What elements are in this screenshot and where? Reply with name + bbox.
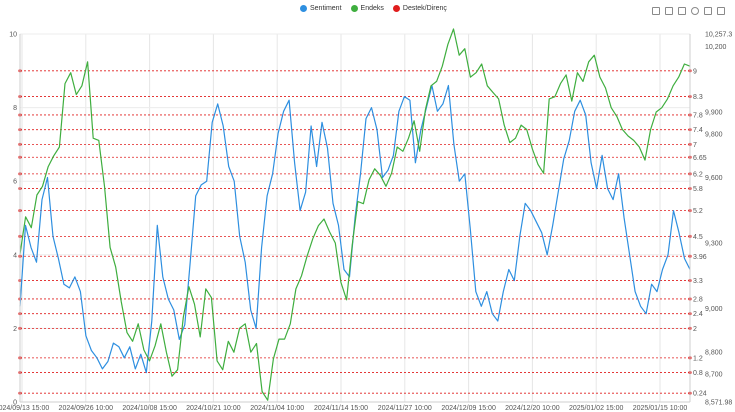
x-tick-label: 2024/11/14 15:00: [314, 405, 368, 412]
support-resistance-label: 7.8: [693, 112, 703, 119]
legend-label-endeks: Endeks: [360, 5, 384, 12]
x-tick-label: 2024/10/08 15:00: [122, 405, 177, 412]
legend-item-sentiment[interactable]: Sentiment: [300, 5, 342, 12]
support-resistance-label: 5.2: [693, 208, 703, 215]
series-line-endeks[interactable]: [19, 28, 691, 401]
y-left-tick-label: 10: [9, 32, 17, 39]
y-left-tick-label: 2: [13, 326, 17, 333]
y-left-tick-label: 8: [13, 105, 17, 112]
support-resistance-label: 6.2: [693, 171, 703, 178]
support-resistance-label: 0.24: [693, 391, 707, 398]
support-resistance-label: 7: [693, 142, 697, 149]
legend-dot-destek-direnc: [392, 5, 400, 12]
x-tick-label: 2024/11/27 10:00: [378, 405, 432, 412]
x-tick-label: 2024/11/04 10:00: [250, 405, 304, 412]
x-tick-label: 2025/01/15 10:00: [633, 405, 688, 412]
support-resistance-label: 0.8: [693, 370, 703, 377]
y-left-tick-label: 6: [13, 179, 17, 186]
y-left-tick-label: 4: [13, 252, 17, 259]
support-resistance-label: 2.8: [693, 296, 703, 303]
y-right-tick-label: 10,257.3: [705, 32, 732, 39]
support-resistance-label: 4.5: [693, 234, 703, 241]
support-resistance-label: 2: [693, 326, 697, 333]
support-resistance-label: 9: [693, 68, 697, 75]
axes: 2024/09/13 15:00 2024/09/26 10:00 2024/10/…: [0, 32, 732, 412]
chart-legend: Sentiment Endeks Destek/Direnç: [300, 5, 447, 12]
y-right-tick-label: 9,900: [705, 110, 723, 117]
support-resistance-label: 7.4: [693, 127, 703, 134]
x-tick-label: 2024/12/20 10:00: [505, 405, 560, 412]
support-resistance-label: 6.65: [693, 155, 707, 162]
legend-dot-sentiment: [300, 5, 307, 12]
support-resistance-label: 1.2: [693, 355, 703, 362]
support-resistance-lines: [18, 69, 692, 395]
zoom-reset-icon[interactable]: [665, 7, 673, 15]
y-right-tick-label: 9,800: [705, 131, 723, 138]
legend-item-endeks[interactable]: Endeks: [350, 5, 384, 12]
x-tick-label: 2024/12/09 15:00: [441, 405, 496, 412]
legend-label-destek-direnc: Destek/Direnç: [402, 5, 447, 12]
y-right-tick-label: 9,300: [705, 241, 723, 248]
support-resistance-label: 3.3: [693, 278, 703, 285]
support-resistance-label: 8.3: [693, 94, 703, 101]
save-image-icon[interactable]: [717, 7, 725, 15]
y-right-tick-label: 8,700: [705, 372, 723, 379]
y-right-tick-label: 9,000: [705, 306, 723, 313]
series-lines[interactable]: [19, 28, 691, 401]
legend-label-sentiment: Sentiment: [310, 5, 342, 12]
x-tick-label: 2024/09/26 10:00: [59, 405, 114, 412]
x-tick-label: 2024/10/21 10:00: [186, 405, 241, 412]
legend-dot-endeks: [350, 5, 358, 12]
support-resistance-label: 5.8: [693, 186, 703, 193]
y-right-tick-label: 8,800: [705, 350, 723, 357]
support-resistance-label: 3.96: [693, 254, 707, 261]
zoom-icon[interactable]: [652, 7, 660, 15]
x-tick-label: 2025/01/02 15:00: [569, 405, 624, 412]
y-right-tick-label: 10,200: [705, 44, 727, 51]
y-left-tick-label: 0: [13, 400, 17, 407]
refresh-icon[interactable]: [691, 7, 699, 15]
legend-item-destek-direnc[interactable]: Destek/Direnç: [392, 5, 447, 12]
series-line-sentiment[interactable]: [19, 84, 691, 374]
data-view-icon[interactable]: [704, 7, 712, 15]
chart-toolbox: [652, 7, 725, 15]
support-resistance-label: 2.4: [693, 311, 703, 318]
lasso-icon[interactable]: [678, 7, 686, 15]
y-right-tick-label: 9,600: [705, 175, 723, 182]
y-right-tick-label: 8,571.98: [705, 400, 732, 407]
x-tick-label: 2024/09/13 15:00: [0, 405, 49, 412]
